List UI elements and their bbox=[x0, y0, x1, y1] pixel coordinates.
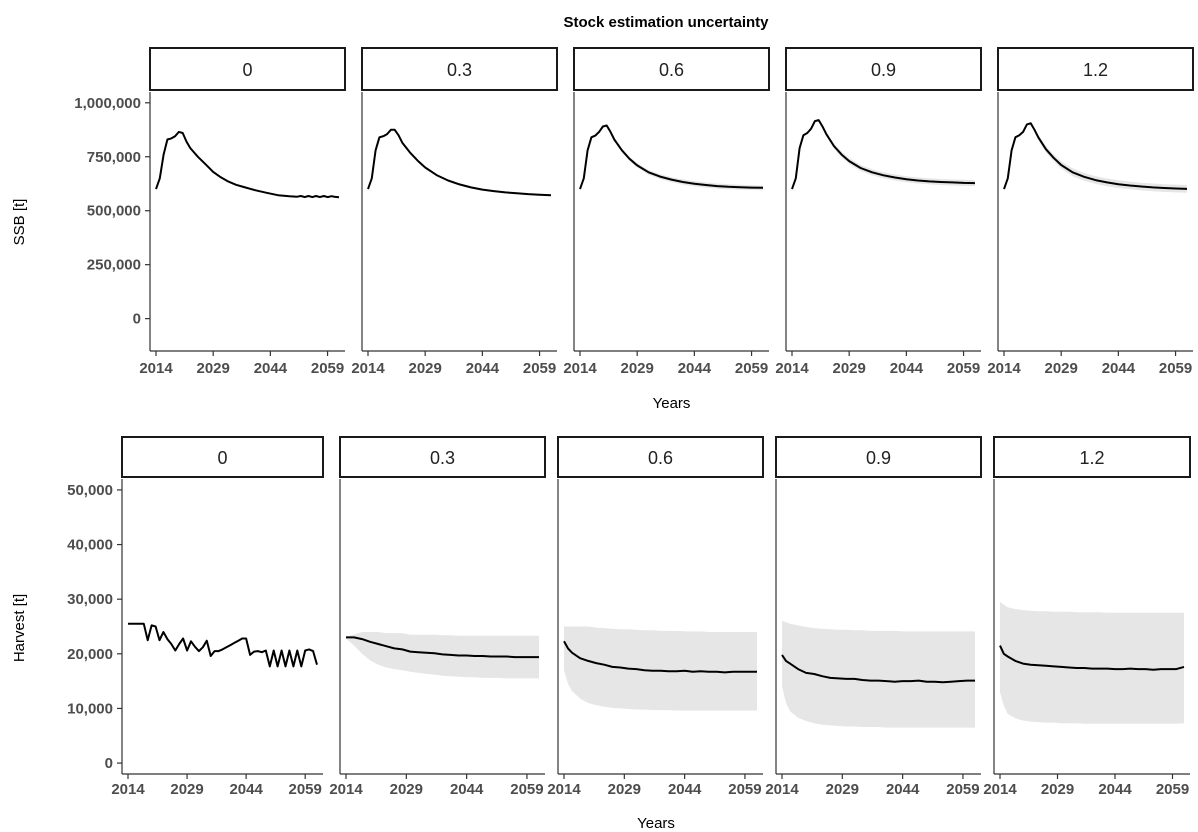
x-tick-label: 2029 bbox=[409, 360, 442, 377]
uncertainty-band bbox=[564, 626, 757, 711]
series-line bbox=[781, 654, 975, 684]
uncertainty-band bbox=[1000, 601, 1184, 724]
x-tick-label: 2044 bbox=[254, 360, 288, 377]
x-tick-label: 2029 bbox=[170, 781, 203, 798]
facet-strip-label: 0.9 bbox=[866, 448, 891, 468]
x-tick-label: 2044 bbox=[886, 781, 920, 798]
x-tick-label: 2059 bbox=[947, 360, 980, 377]
x-tick-label: 2059 bbox=[946, 781, 979, 798]
series-line bbox=[791, 119, 976, 190]
x-axis-label: Years bbox=[637, 815, 675, 832]
x-tick-label: 2029 bbox=[621, 360, 654, 377]
y-tick-label: 20,000 bbox=[67, 646, 113, 663]
series-line bbox=[155, 130, 340, 199]
x-tick-label: 2044 bbox=[890, 360, 924, 377]
x-tick-label: 2044 bbox=[229, 781, 263, 798]
x-tick-label: 2059 bbox=[735, 360, 768, 377]
x-tick-label: 2044 bbox=[466, 360, 500, 377]
series-line bbox=[563, 640, 757, 674]
facet-strip bbox=[775, 436, 982, 478]
series-line bbox=[1003, 122, 1188, 190]
x-tick-label: 2059 bbox=[1156, 781, 1189, 798]
x-tick-label: 2014 bbox=[987, 360, 1021, 377]
x-tick-label: 2059 bbox=[728, 781, 761, 798]
facet-strip-label: 0.6 bbox=[648, 448, 673, 468]
x-tick-label: 2044 bbox=[678, 360, 712, 377]
facet-strip-label: 0.3 bbox=[447, 60, 472, 80]
uncertainty-band bbox=[1004, 122, 1187, 193]
facet-strip-label: 0.3 bbox=[430, 448, 455, 468]
x-tick-label: 2029 bbox=[197, 360, 230, 377]
y-tick-label: 0 bbox=[105, 755, 113, 772]
uncertainty-band bbox=[368, 129, 551, 197]
x-tick-label: 2044 bbox=[450, 781, 484, 798]
series-line bbox=[128, 622, 318, 668]
facet-strip bbox=[121, 436, 324, 478]
x-tick-label: 2059 bbox=[510, 781, 543, 798]
x-tick-label: 2029 bbox=[1045, 360, 1078, 377]
y-tick-label: 250,000 bbox=[87, 257, 141, 274]
x-tick-label: 2029 bbox=[1041, 781, 1074, 798]
y-tick-label: 500,000 bbox=[87, 203, 141, 220]
x-tick-label: 2014 bbox=[351, 360, 385, 377]
facet-strip-label: 0.6 bbox=[659, 60, 684, 80]
y-tick-label: 40,000 bbox=[67, 537, 113, 554]
x-tick-label: 2029 bbox=[608, 781, 641, 798]
uncertainty-band bbox=[792, 119, 975, 190]
y-axis-label: SSB [t] bbox=[11, 199, 28, 246]
y-tick-label: 0 bbox=[133, 311, 141, 328]
y-axis-label: Harvest [t] bbox=[11, 594, 28, 662]
x-tick-label: 2014 bbox=[547, 781, 581, 798]
series-line bbox=[346, 636, 539, 659]
x-tick-label: 2014 bbox=[563, 360, 597, 377]
x-tick-label: 2014 bbox=[139, 360, 173, 377]
chart-title: Stock estimation uncertainty bbox=[563, 14, 769, 31]
uncertainty-band bbox=[782, 621, 975, 728]
y-tick-label: 30,000 bbox=[67, 591, 113, 608]
facet-strip bbox=[361, 47, 558, 91]
y-tick-label: 750,000 bbox=[87, 149, 141, 166]
x-tick-label: 2029 bbox=[390, 781, 423, 798]
x-axis-label: Years bbox=[653, 395, 691, 412]
x-tick-label: 2059 bbox=[289, 781, 322, 798]
facet-strip bbox=[993, 436, 1191, 478]
x-tick-label: 2044 bbox=[1102, 360, 1136, 377]
facet-strip bbox=[149, 47, 346, 91]
y-tick-label: 1,000,000 bbox=[74, 95, 141, 112]
x-tick-label: 2029 bbox=[826, 781, 859, 798]
x-tick-label: 2059 bbox=[1159, 360, 1192, 377]
facet-strip-label: 0 bbox=[242, 60, 252, 80]
x-tick-label: 2014 bbox=[765, 781, 799, 798]
facet-strip-label: 0 bbox=[217, 448, 227, 468]
facet-strip bbox=[997, 47, 1194, 91]
facet-strip bbox=[573, 47, 770, 91]
facet-strip-label: 1.2 bbox=[1079, 448, 1104, 468]
x-tick-label: 2044 bbox=[1098, 781, 1132, 798]
facet-strip bbox=[557, 436, 764, 478]
x-tick-label: 2014 bbox=[983, 781, 1017, 798]
x-tick-label: 2059 bbox=[523, 360, 556, 377]
y-tick-label: 50,000 bbox=[67, 482, 113, 499]
series-line bbox=[579, 124, 764, 190]
facet-strip bbox=[785, 47, 982, 91]
series-line bbox=[999, 645, 1185, 671]
x-tick-label: 2059 bbox=[311, 360, 344, 377]
facet-strip bbox=[339, 436, 546, 478]
y-tick-label: 10,000 bbox=[67, 700, 113, 717]
x-tick-label: 2014 bbox=[775, 360, 809, 377]
series-line bbox=[367, 128, 552, 197]
x-tick-label: 2029 bbox=[833, 360, 866, 377]
facet-strip-label: 0.9 bbox=[871, 60, 896, 80]
x-tick-label: 2014 bbox=[111, 781, 145, 798]
x-tick-label: 2044 bbox=[668, 781, 702, 798]
facet-strip-label: 1.2 bbox=[1083, 60, 1108, 80]
x-tick-label: 2014 bbox=[329, 781, 363, 798]
